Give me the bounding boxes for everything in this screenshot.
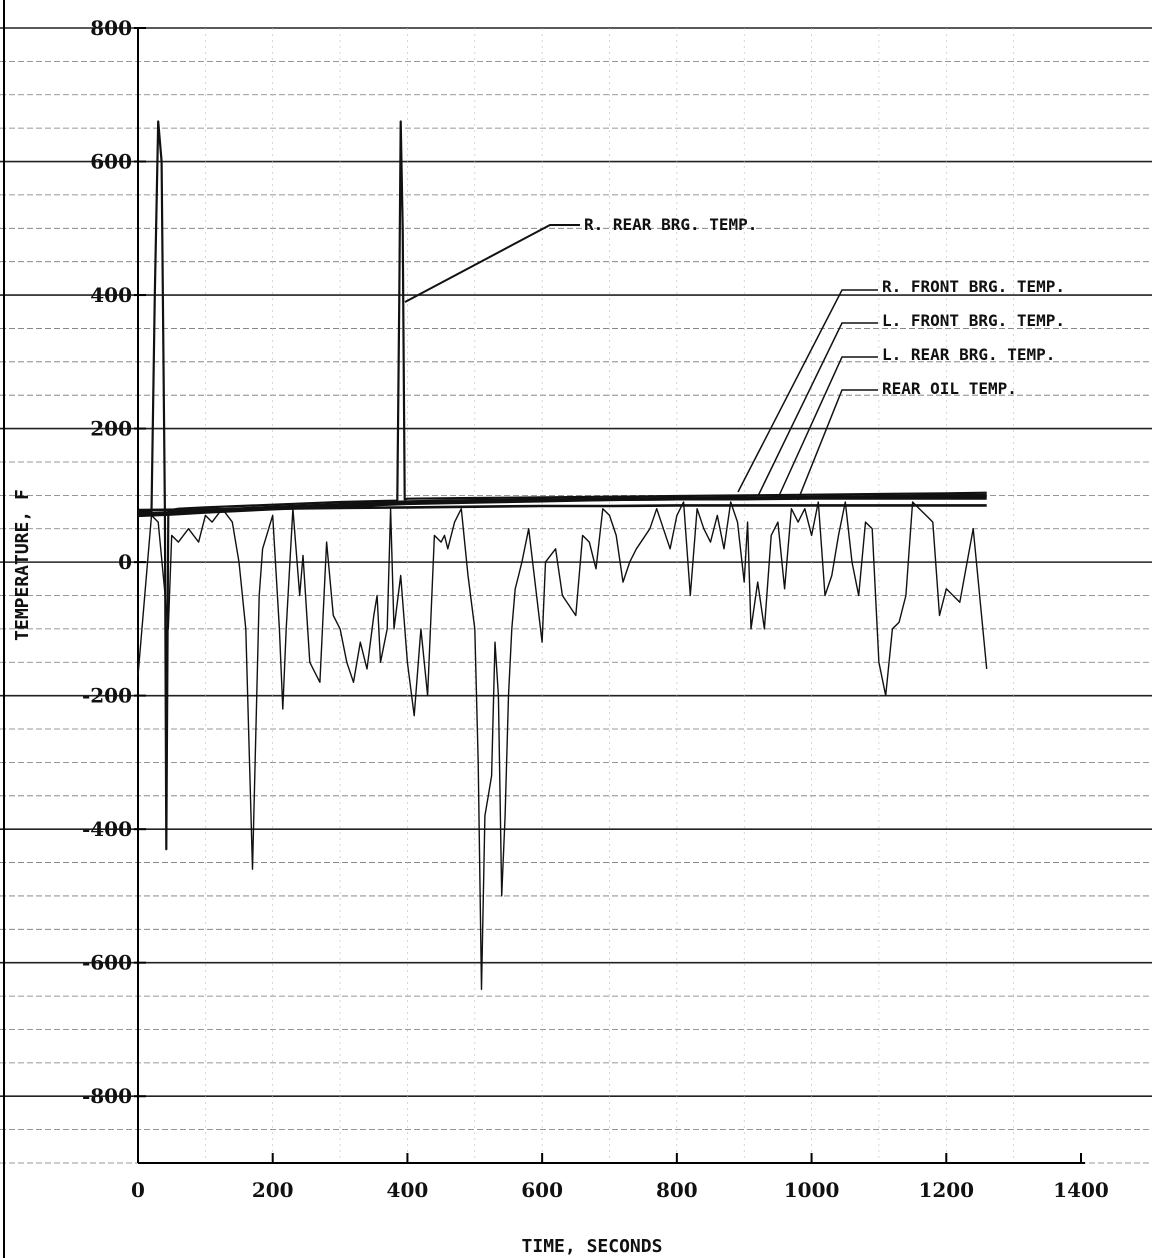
x-tick-label: 0 (131, 1178, 145, 1202)
annotation-l-rear-brg: L. REAR BRG. TEMP. (777, 345, 1055, 499)
y-tick-label: 200 (90, 417, 132, 441)
series-line-rear-oil-temp (137, 501, 988, 991)
annotation-leader-r-rear-brg (404, 224, 580, 303)
annotation-label-r-rear-brg: R. REAR BRG. TEMP. (584, 215, 757, 234)
annotation-leader-rear-oil (797, 389, 878, 501)
x-axis-title: TIME, SECONDS (522, 1236, 663, 1257)
annotation-label-l-rear-brg: L. REAR BRG. TEMP. (882, 345, 1055, 364)
x-tick-label: 200 (252, 1178, 294, 1202)
y-tick-label: 600 (90, 150, 132, 174)
ticks-layer: 0 200 400 600 800 1000 1200 1400 800 600 400 200 0 -2… (82, 16, 1109, 1202)
x-tick-label: 600 (521, 1178, 563, 1202)
annotation-label-l-front-brg: L. FRONT BRG. TEMP. (882, 311, 1065, 330)
y-tick-label: -800 (82, 1084, 132, 1108)
series-layer (137, 120, 988, 991)
series-line-l-rear-brg-temp (137, 504, 987, 512)
grid-layer (0, 27, 1152, 1164)
y-tick-label: -200 (82, 684, 132, 708)
annotation-label-rear-oil: REAR OIL TEMP. (882, 379, 1017, 398)
y-tick-label: -600 (82, 951, 132, 975)
annotation-l-front-brg: L. FRONT BRG. TEMP. (757, 311, 1065, 497)
annotation-rear-oil: REAR OIL TEMP. (797, 379, 1017, 501)
x-tick-label: 400 (387, 1178, 429, 1202)
annotation-r-front-brg: R. FRONT BRG. TEMP. (737, 277, 1065, 493)
annotation-label-r-front-brg: R. FRONT BRG. TEMP. (882, 277, 1065, 296)
y-tick-label: -400 (82, 817, 132, 841)
x-tick-label: 1200 (918, 1178, 974, 1202)
y-tick-label: 800 (90, 16, 132, 40)
x-tick-label: 1400 (1053, 1178, 1109, 1202)
y-axis-title: TEMPERATURE, F (12, 489, 33, 641)
annotation-leader-l-rear-brg (777, 356, 878, 499)
x-tick-label: 1000 (784, 1178, 840, 1202)
x-tick-label: 800 (656, 1178, 698, 1202)
y-tick-label: 0 (118, 550, 132, 574)
series-line-r-rear-brg-temp (138, 120, 987, 851)
annotation-leader-r-front-brg (737, 289, 878, 493)
y-tick-label: 400 (90, 283, 132, 307)
annotation-leader-l-front-brg (757, 322, 878, 497)
annotation-r-rear-brg: R. REAR BRG. TEMP. (404, 215, 757, 303)
axes-layer (3, 0, 1085, 1258)
